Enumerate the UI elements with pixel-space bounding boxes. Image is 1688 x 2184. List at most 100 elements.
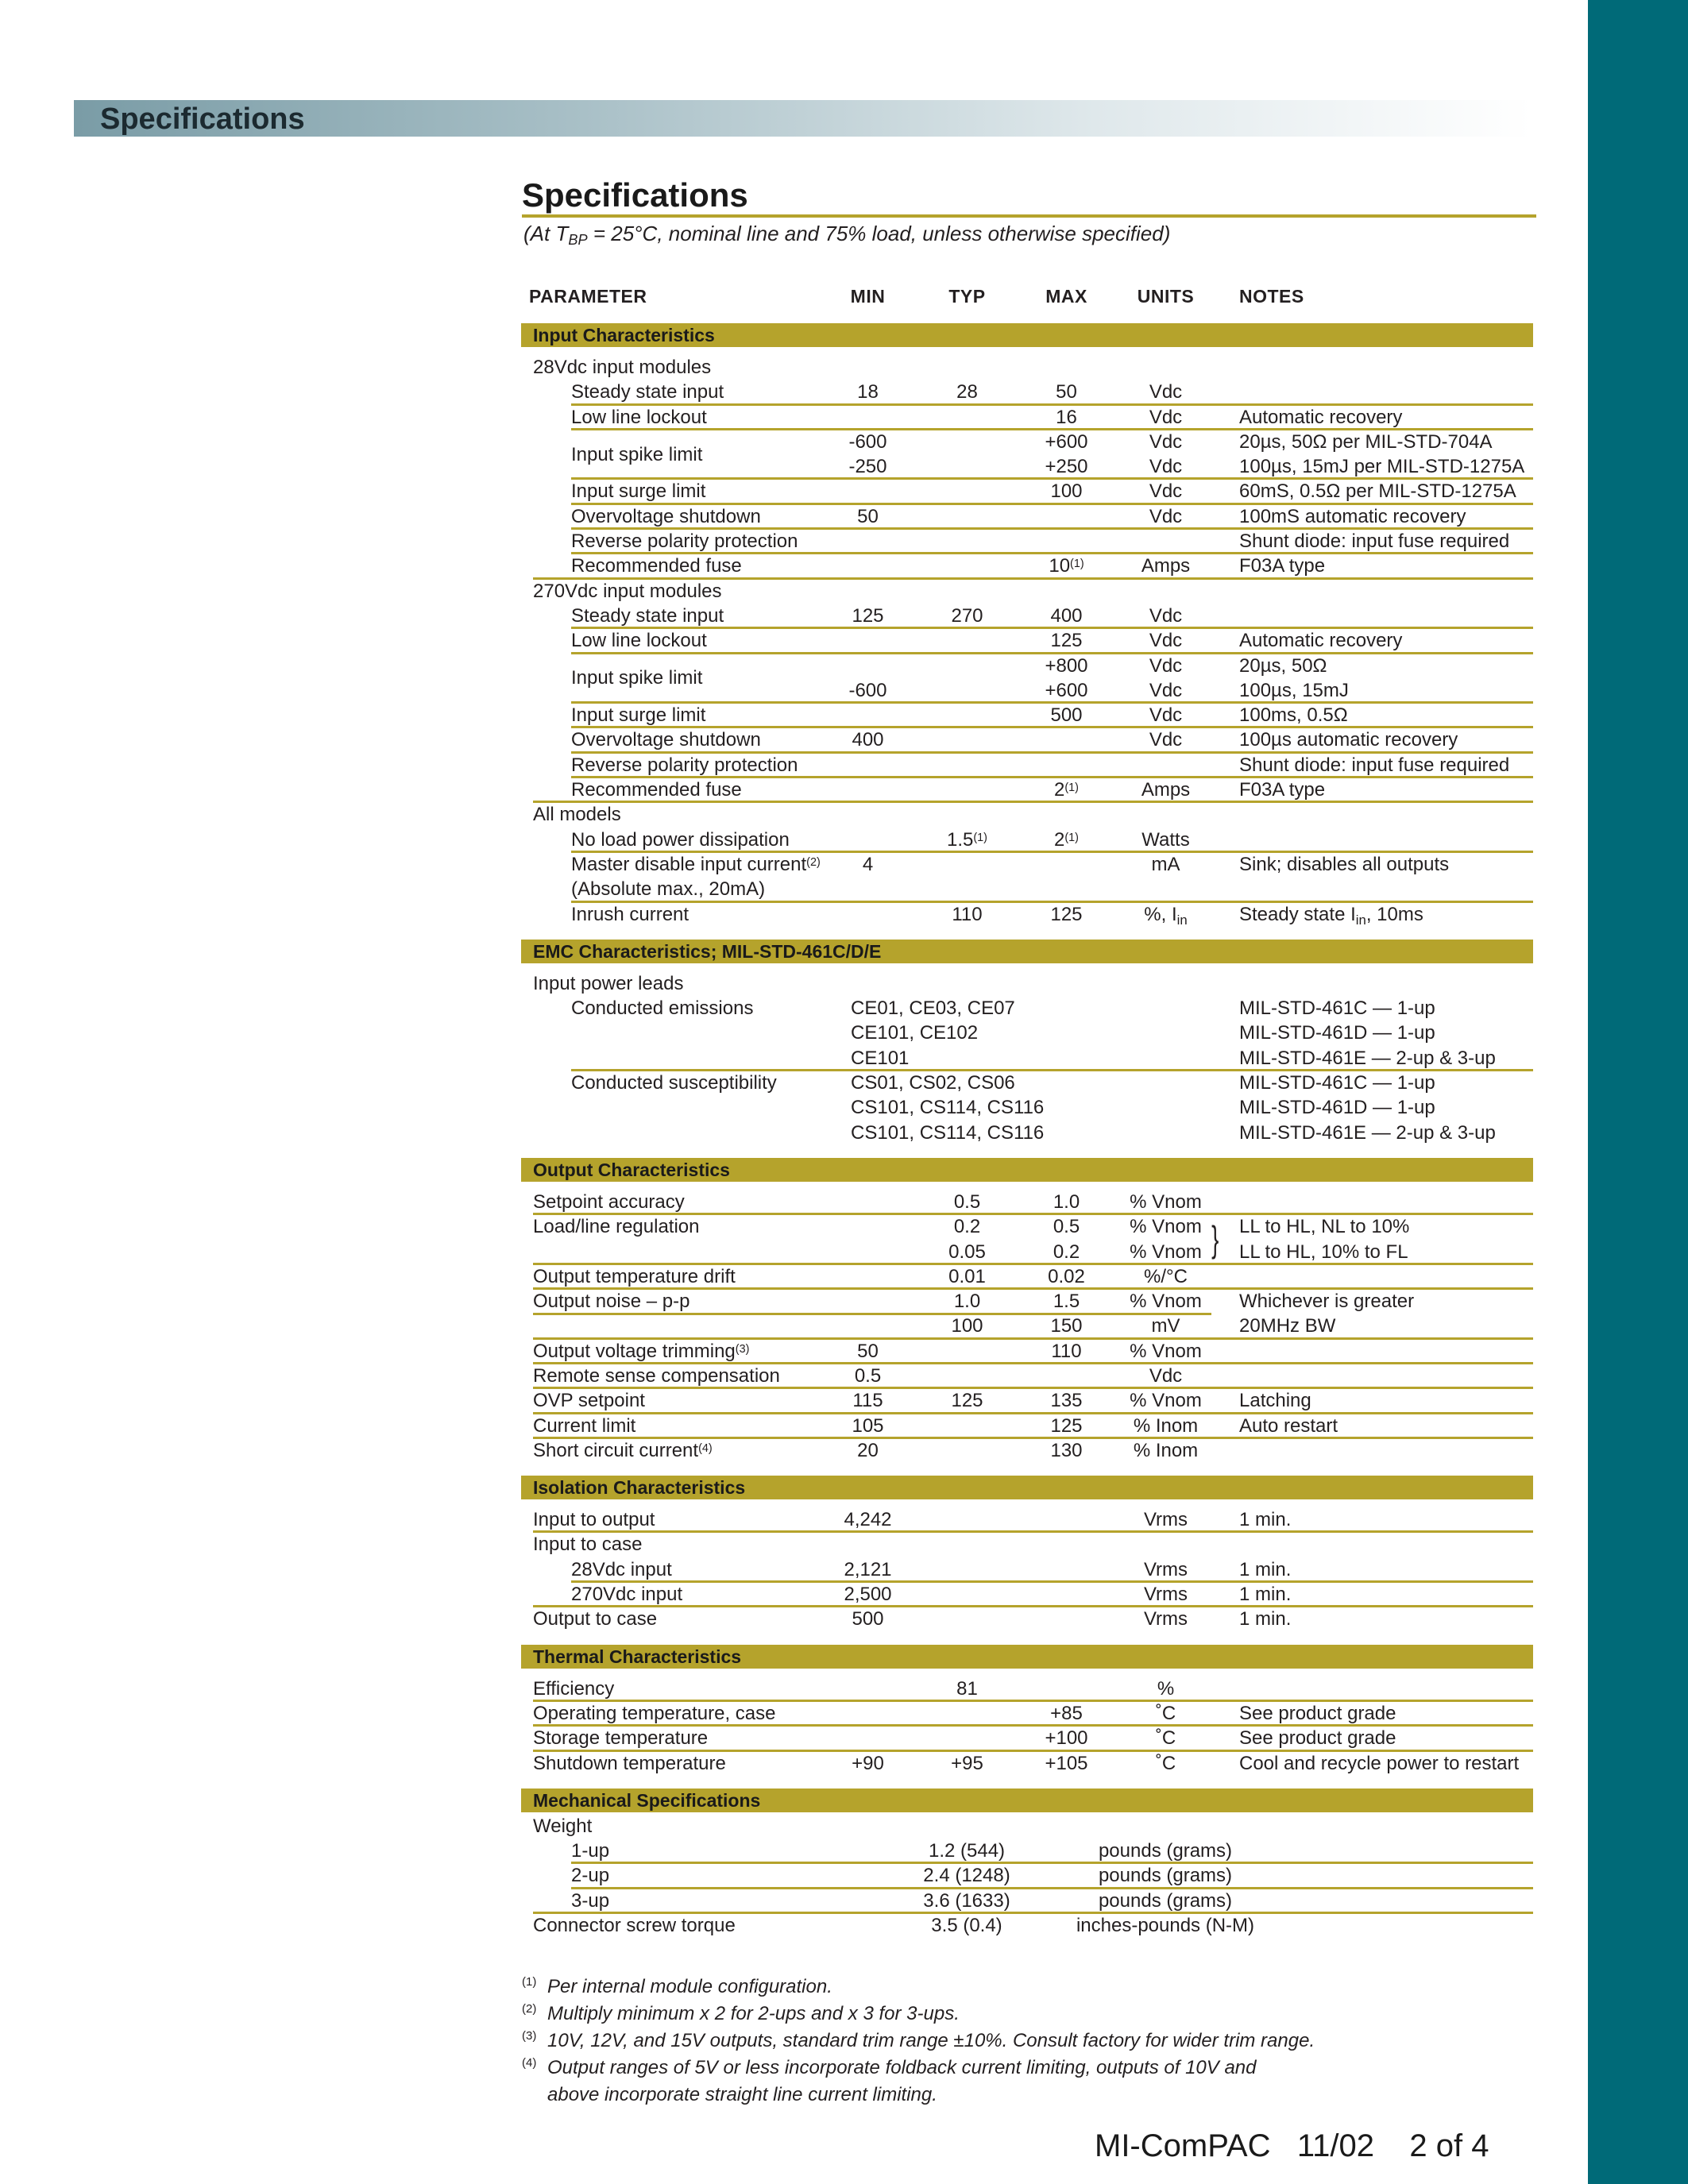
spec-row: Inrush current 110 125 %, Iin Steady state I…	[521, 900, 1533, 927]
cell-notes: Latching	[1239, 1388, 1311, 1413]
cell-typ: 0.01	[925, 1264, 1009, 1289]
cell-min: 105	[826, 1414, 910, 1438]
cell-notes: 100mS automatic recovery	[1239, 504, 1466, 529]
param-text: Conducted emissions	[571, 997, 754, 1020]
param-text: Input spike limit	[571, 667, 703, 689]
cell-val: 2.4 (1248)	[887, 1863, 1046, 1888]
param-text: All models	[533, 804, 621, 826]
typ-text: 125	[951, 1390, 983, 1412]
param-text: Connector screw torque	[533, 1915, 736, 1937]
spec-row: Low line lockout 125 Vdc Automatic recovery	[521, 627, 1533, 653]
col-max: MAX	[1045, 286, 1087, 307]
col-parameter: PARAMETER	[529, 286, 647, 307]
col-min: MIN	[850, 286, 886, 307]
param-text: Setpoint accuracy	[533, 1190, 685, 1213]
max-text: 400	[1050, 604, 1083, 627]
cell-notes: F03A type	[1239, 554, 1325, 578]
cell-units: %	[1120, 1677, 1211, 1701]
brace-symbol: }	[1211, 1218, 1219, 1260]
max-text: 2(1)	[1054, 828, 1079, 851]
units-text: Vdc	[1149, 456, 1183, 478]
typ-text: 0.01	[948, 1265, 986, 1287]
cell-param: Setpoint accuracy	[533, 1190, 685, 1214]
munits-text: pounds (grams)	[1098, 1889, 1233, 1912]
notes-text: 100µs, 15mJ per MIL-STD-1275A	[1239, 456, 1525, 478]
cell-units: mA	[1120, 852, 1211, 902]
units-text: ˚C	[1155, 1727, 1176, 1750]
cell-param: 2-up	[571, 1863, 609, 1888]
cell-notes: Auto restart	[1239, 1414, 1338, 1438]
param-text: Input to case	[533, 1534, 643, 1556]
notes-text: Automatic recovery	[1239, 630, 1403, 652]
cell-notes: 60mS, 0.5Ω per MIL-STD-1275A	[1239, 479, 1516, 504]
cell-notes: Sink; disables all outputs	[1239, 852, 1449, 902]
units-text: Vdc	[1149, 1364, 1183, 1387]
cell-units: %, Iin	[1120, 902, 1211, 927]
typ-text: 28	[956, 381, 978, 403]
max-text: +600	[1045, 430, 1088, 453]
subtitle-prefix: (At T	[523, 222, 569, 245]
spec-row: Efficiency 81%	[521, 1677, 1533, 1701]
spec-row: Recommended fuse 10(1) Amps F03A type	[521, 552, 1533, 578]
units-text: %/°C	[1144, 1265, 1188, 1287]
param-text: Short circuit current(4)	[533, 1439, 713, 1461]
footnote: (2) Multiply minimum x 2 for 2-ups and x …	[522, 2001, 1315, 2028]
spec-row: Master disable input current(2) (Absolute…	[521, 850, 1533, 902]
cell-typ: 0.5	[925, 1190, 1009, 1214]
cell-units: ˚C	[1120, 1751, 1211, 1776]
units-text: Vdc	[1149, 505, 1183, 527]
max-text: 1.0	[1053, 1190, 1080, 1213]
cell-notes: See product grade	[1239, 1701, 1396, 1726]
spec-row: Input to output 4,242 Vrms 1 min.	[521, 1507, 1533, 1532]
cell-param: Overvoltage shutdown	[571, 727, 761, 752]
cell-notes: 1 min.	[1239, 1607, 1291, 1631]
param-text: Efficiency	[533, 1677, 615, 1700]
section-emc-characteristics-mil-std-461c-d-e: EMC Characteristics; MIL-STD-461C/D/E Inp…	[521, 939, 1533, 1145]
param-text: 28Vdc input	[571, 1558, 672, 1580]
cell-max: 16	[1025, 405, 1108, 430]
param-text: No load power dissipation	[571, 828, 790, 851]
cell-units: % Inom	[1120, 1414, 1211, 1438]
spec-row: Recommended fuse 2(1) Amps F03A type	[521, 776, 1533, 802]
max-text: 0.02	[1048, 1265, 1085, 1287]
footnote: (4) Output ranges of 5V or less incorpora…	[522, 2055, 1315, 2109]
min-text: 18	[857, 381, 879, 403]
min-text: 400	[852, 729, 884, 751]
cell-min: 50	[826, 504, 910, 529]
section-mechanical-specifications: Mechanical Specifications Weight 1-up 1.2 (…	[521, 1788, 1533, 1938]
section-header-band: Specifications	[74, 100, 1532, 137]
cell-min: -600 -250	[826, 430, 910, 480]
param-text: Operating temperature, case	[533, 1702, 776, 1724]
code-text: CE101	[851, 1047, 910, 1069]
min-text: 2,500	[844, 1584, 892, 1606]
max-text: 125	[1050, 903, 1083, 925]
notes-text: 100mS automatic recovery	[1239, 505, 1466, 527]
typ-text: 270	[951, 604, 983, 627]
footnote-text: Per internal module configuration.	[547, 1976, 832, 1997]
cell-max: 110	[1025, 1339, 1108, 1364]
min-text: 125	[852, 604, 884, 627]
cell-units: Vrms	[1120, 1582, 1211, 1607]
notes-text: Whichever is greater	[1239, 1291, 1415, 1313]
max-text: 125	[1050, 630, 1083, 652]
cell-param: OVP setpoint	[533, 1388, 645, 1413]
spec-row: Output voltage trimming(3) 50 110 % Vnom	[521, 1337, 1533, 1364]
units-text	[1120, 877, 1211, 901]
cell-notes: Shunt diode: input fuse required	[1239, 753, 1509, 778]
cell-max: +100	[1025, 1726, 1108, 1750]
notes-text: MIL-STD-461C — 1-up	[1239, 997, 1435, 1020]
cell-param: Connector screw torque	[533, 1913, 736, 1938]
cell-max: 400	[1025, 604, 1108, 628]
group-header-row: All models	[521, 801, 1533, 827]
max-text: +800	[1045, 654, 1088, 677]
spec-row: Low line lockout 16 Vdc Automatic recovery	[521, 403, 1533, 430]
cell-units: Vrms	[1120, 1507, 1211, 1532]
units-text: mV	[1151, 1315, 1180, 1337]
notes-text: MIL-STD-461D — 1-up	[1239, 1022, 1435, 1044]
notes-text: Auto restart	[1239, 1414, 1338, 1437]
cell-notes: Shunt diode: input fuse required	[1239, 529, 1509, 554]
max-text: 100	[1050, 480, 1083, 503]
val-text: 2.4 (1248)	[923, 1865, 1010, 1887]
param-text: Shutdown temperature	[533, 1752, 726, 1774]
code-text: CS101, CS114, CS116	[851, 1097, 1045, 1119]
